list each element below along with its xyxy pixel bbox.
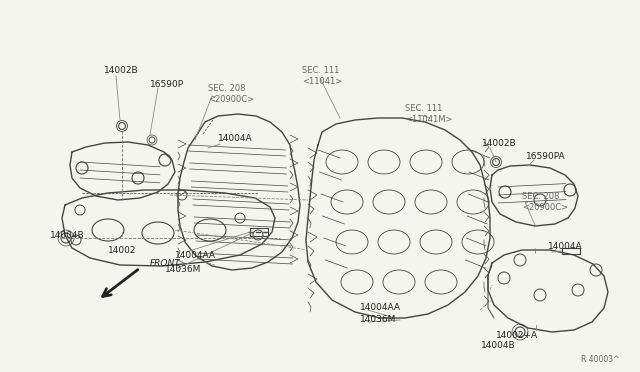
Text: 14002: 14002 — [108, 246, 136, 254]
Text: 14036M: 14036M — [360, 315, 396, 324]
Text: 14004AA: 14004AA — [175, 250, 216, 260]
Text: 14004B: 14004B — [481, 341, 515, 350]
Text: SEC. 208: SEC. 208 — [522, 192, 559, 201]
Text: <20900C>: <20900C> — [522, 202, 568, 212]
Text: SEC. 208: SEC. 208 — [208, 83, 246, 93]
Text: <11041>: <11041> — [302, 77, 342, 86]
Text: 14004A: 14004A — [548, 241, 582, 250]
Text: SEC. 111: SEC. 111 — [405, 103, 442, 112]
Text: 14004B: 14004B — [50, 231, 84, 240]
Text: 14004A: 14004A — [218, 134, 253, 142]
Text: 14002B: 14002B — [482, 138, 516, 148]
Text: <11041M>: <11041M> — [405, 115, 452, 124]
Text: FRONT: FRONT — [150, 260, 180, 269]
Text: <20900C>: <20900C> — [208, 94, 254, 103]
Text: 16590PA: 16590PA — [526, 151, 566, 160]
Text: 14002B: 14002B — [104, 65, 139, 74]
Text: 14004AA: 14004AA — [360, 304, 401, 312]
Text: SEC. 111: SEC. 111 — [302, 65, 339, 74]
Text: 16590P: 16590P — [150, 80, 184, 89]
Text: R 40003^: R 40003^ — [582, 356, 620, 365]
Text: 14002+A: 14002+A — [496, 331, 538, 340]
Text: 14036M: 14036M — [165, 266, 202, 275]
